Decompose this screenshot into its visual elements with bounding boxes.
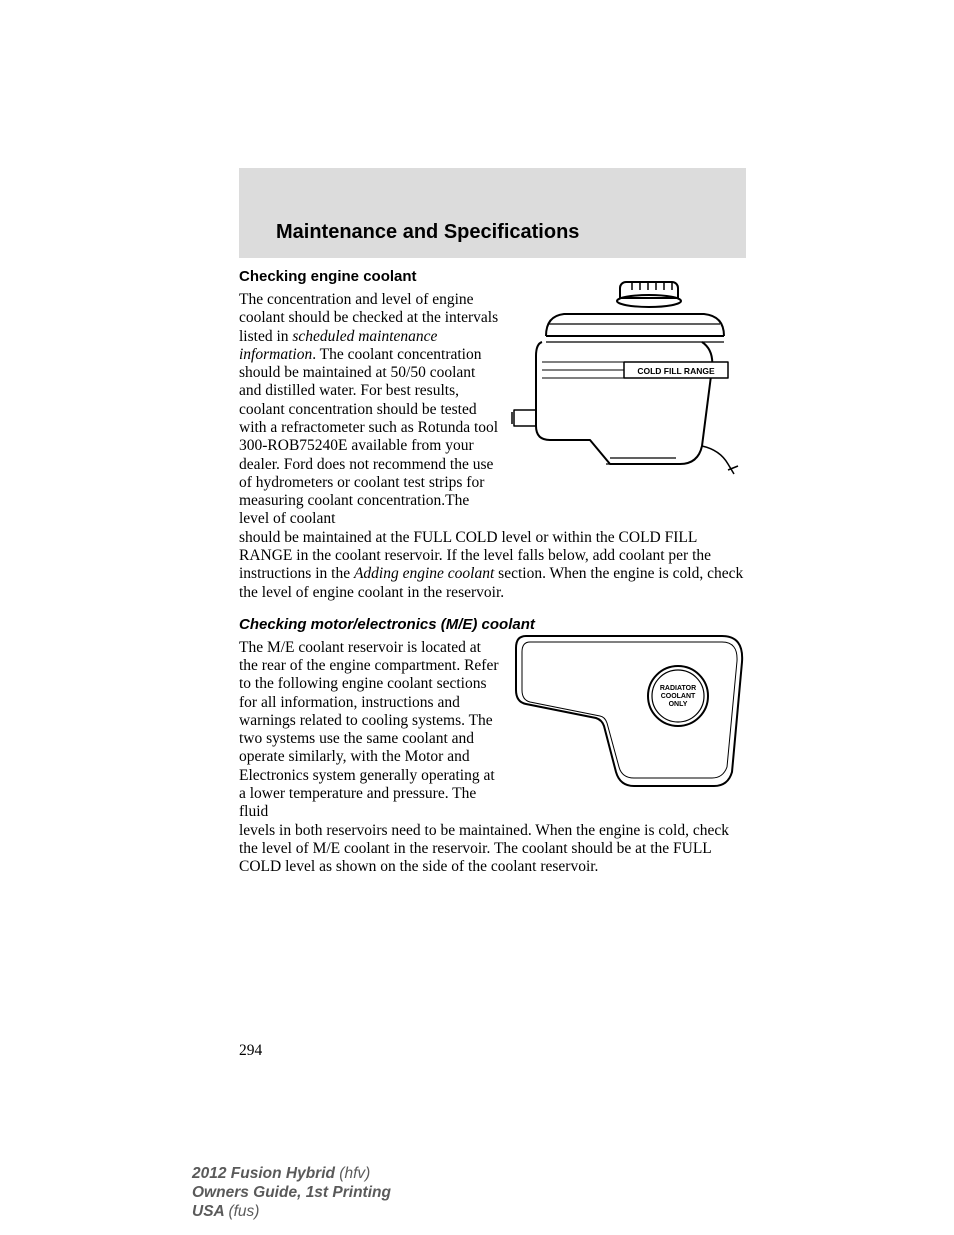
section-checking-engine-coolant: Checking engine coolant	[239, 268, 746, 602]
figure-me-reservoir: RADIATOR COOLANT ONLY	[506, 618, 746, 808]
footer-line-3: USA (fus)	[192, 1203, 391, 1222]
footer-block: 2012 Fusion Hybrid (hfv) Owners Guide, 1…	[192, 1165, 391, 1222]
page-title: Maintenance and Specifications	[276, 221, 579, 244]
para-engine-coolant-a: The concentration and level of engine co…	[239, 291, 501, 529]
figure-coolant-reservoir: COLD FILL RANGE	[506, 270, 746, 495]
cap-label-1: RADIATOR	[660, 685, 696, 692]
page-number: 294	[239, 1042, 262, 1060]
reservoir-label-text: COLD FILL RANGE	[637, 366, 715, 376]
footer-line-2: Owners Guide, 1st Printing	[192, 1184, 391, 1203]
header-bar: Maintenance and Specifications	[239, 168, 746, 258]
section-checking-me-coolant: Checking motor/electronics (M/E) coolant…	[239, 616, 746, 877]
content-area: Checking engine coolant	[239, 268, 746, 876]
para-engine-coolant-b: should be maintained at the FULL COLD le…	[239, 529, 746, 602]
footer-line-1: 2012 Fusion Hybrid (hfv)	[192, 1165, 391, 1184]
cap-label-2: COOLANT	[661, 693, 696, 700]
cap-label-3: ONLY	[669, 701, 688, 708]
para-me-coolant-a: The M/E coolant reservoir is located at …	[239, 639, 501, 822]
para-me-coolant-b: levels in both reservoirs need to be mai…	[239, 822, 746, 877]
